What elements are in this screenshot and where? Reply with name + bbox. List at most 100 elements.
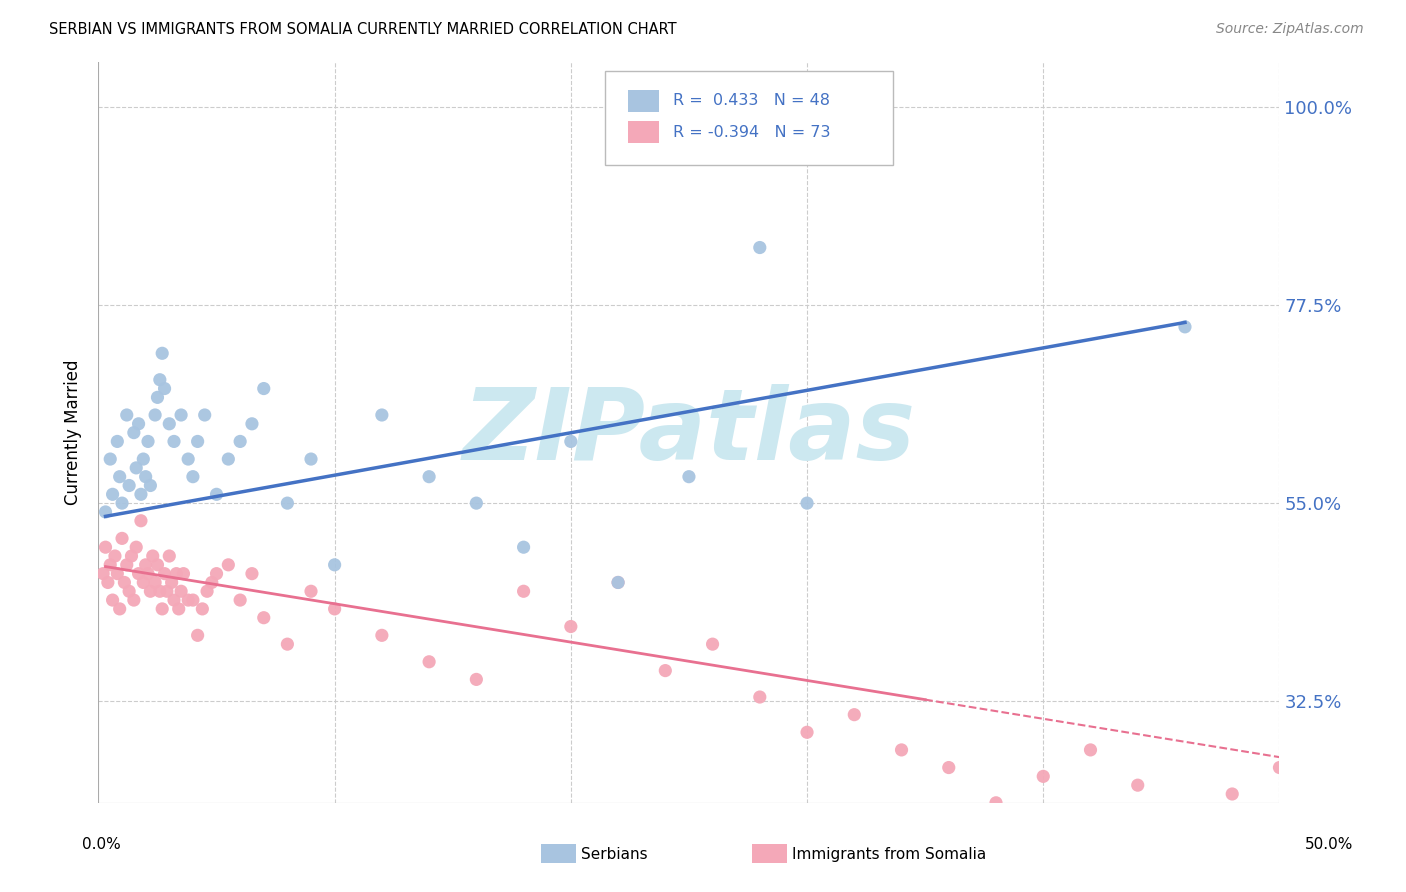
Point	[143, 408, 166, 422]
Point	[101, 593, 124, 607]
Point	[122, 593, 145, 607]
Text: 50.0%: 50.0%	[1305, 837, 1353, 852]
Point	[194, 408, 217, 422]
Point	[371, 408, 394, 422]
Point	[165, 566, 187, 581]
Point	[153, 566, 176, 581]
Point	[170, 584, 193, 599]
Point	[98, 452, 121, 467]
Point	[146, 390, 169, 404]
Text: Immigrants from Somalia: Immigrants from Somalia	[792, 847, 986, 862]
Point	[181, 593, 204, 607]
Point	[748, 240, 770, 255]
Text: 0.0%: 0.0%	[82, 837, 121, 852]
Point	[150, 346, 173, 360]
Point	[142, 549, 165, 563]
Point	[702, 637, 724, 651]
Text: ZIPatlas: ZIPatlas	[463, 384, 915, 481]
Point	[560, 619, 582, 633]
Point	[984, 796, 1007, 810]
Point	[748, 690, 770, 704]
Point	[177, 593, 200, 607]
Point	[181, 469, 204, 483]
Point	[118, 478, 141, 492]
Point	[160, 575, 183, 590]
Point	[118, 584, 141, 599]
Point	[253, 382, 276, 396]
Point	[240, 566, 263, 581]
Point	[240, 417, 263, 431]
Point	[98, 558, 121, 572]
Point	[91, 566, 114, 581]
Point	[139, 478, 162, 492]
Point	[105, 434, 128, 449]
Point	[253, 610, 276, 624]
Point	[512, 584, 534, 599]
Point	[217, 558, 239, 572]
Point	[195, 584, 218, 599]
Point	[125, 540, 148, 554]
Point	[323, 558, 346, 572]
Point	[418, 469, 440, 483]
Point	[104, 549, 127, 563]
Point	[187, 628, 209, 642]
Point	[1316, 822, 1339, 837]
Point	[111, 532, 134, 546]
Point	[607, 575, 630, 590]
Point	[844, 707, 866, 722]
Point	[135, 469, 157, 483]
Point	[157, 549, 180, 563]
Point	[1126, 778, 1149, 792]
Point	[1174, 814, 1197, 828]
Point	[205, 487, 228, 501]
Point	[229, 434, 252, 449]
Point	[172, 566, 194, 581]
Point	[149, 373, 172, 387]
Point	[150, 602, 173, 616]
Point	[654, 664, 676, 678]
Point	[323, 602, 346, 616]
Point	[157, 417, 180, 431]
Point	[890, 743, 912, 757]
Text: R = -0.394   N = 73: R = -0.394 N = 73	[673, 125, 831, 139]
Point	[1080, 743, 1102, 757]
Point	[1362, 796, 1385, 810]
Point	[132, 575, 155, 590]
Point	[299, 452, 322, 467]
Point	[94, 540, 117, 554]
Point	[560, 434, 582, 449]
Point	[97, 575, 120, 590]
Point	[115, 408, 138, 422]
Point	[163, 593, 186, 607]
Point	[678, 469, 700, 483]
Point	[136, 566, 159, 581]
Text: Source: ZipAtlas.com: Source: ZipAtlas.com	[1216, 22, 1364, 37]
Point	[136, 434, 159, 449]
Point	[607, 575, 630, 590]
Point	[132, 452, 155, 467]
Point	[512, 540, 534, 554]
Point	[146, 558, 169, 572]
Point	[1220, 787, 1243, 801]
Point	[108, 469, 131, 483]
Point	[796, 725, 818, 739]
Point	[101, 487, 124, 501]
Point	[129, 487, 152, 501]
Point	[177, 452, 200, 467]
Point	[229, 593, 252, 607]
Point	[111, 496, 134, 510]
Point	[163, 434, 186, 449]
Point	[167, 602, 190, 616]
Text: SERBIAN VS IMMIGRANTS FROM SOMALIA CURRENTLY MARRIED CORRELATION CHART: SERBIAN VS IMMIGRANTS FROM SOMALIA CURRE…	[49, 22, 676, 37]
Point	[128, 417, 150, 431]
Point	[112, 575, 135, 590]
Point	[1174, 319, 1197, 334]
Point	[115, 558, 138, 572]
Point	[121, 549, 143, 563]
Point	[149, 584, 172, 599]
Point	[153, 382, 176, 396]
Point	[1032, 769, 1054, 783]
Point	[108, 602, 131, 616]
Point	[125, 461, 148, 475]
Point	[105, 566, 128, 581]
